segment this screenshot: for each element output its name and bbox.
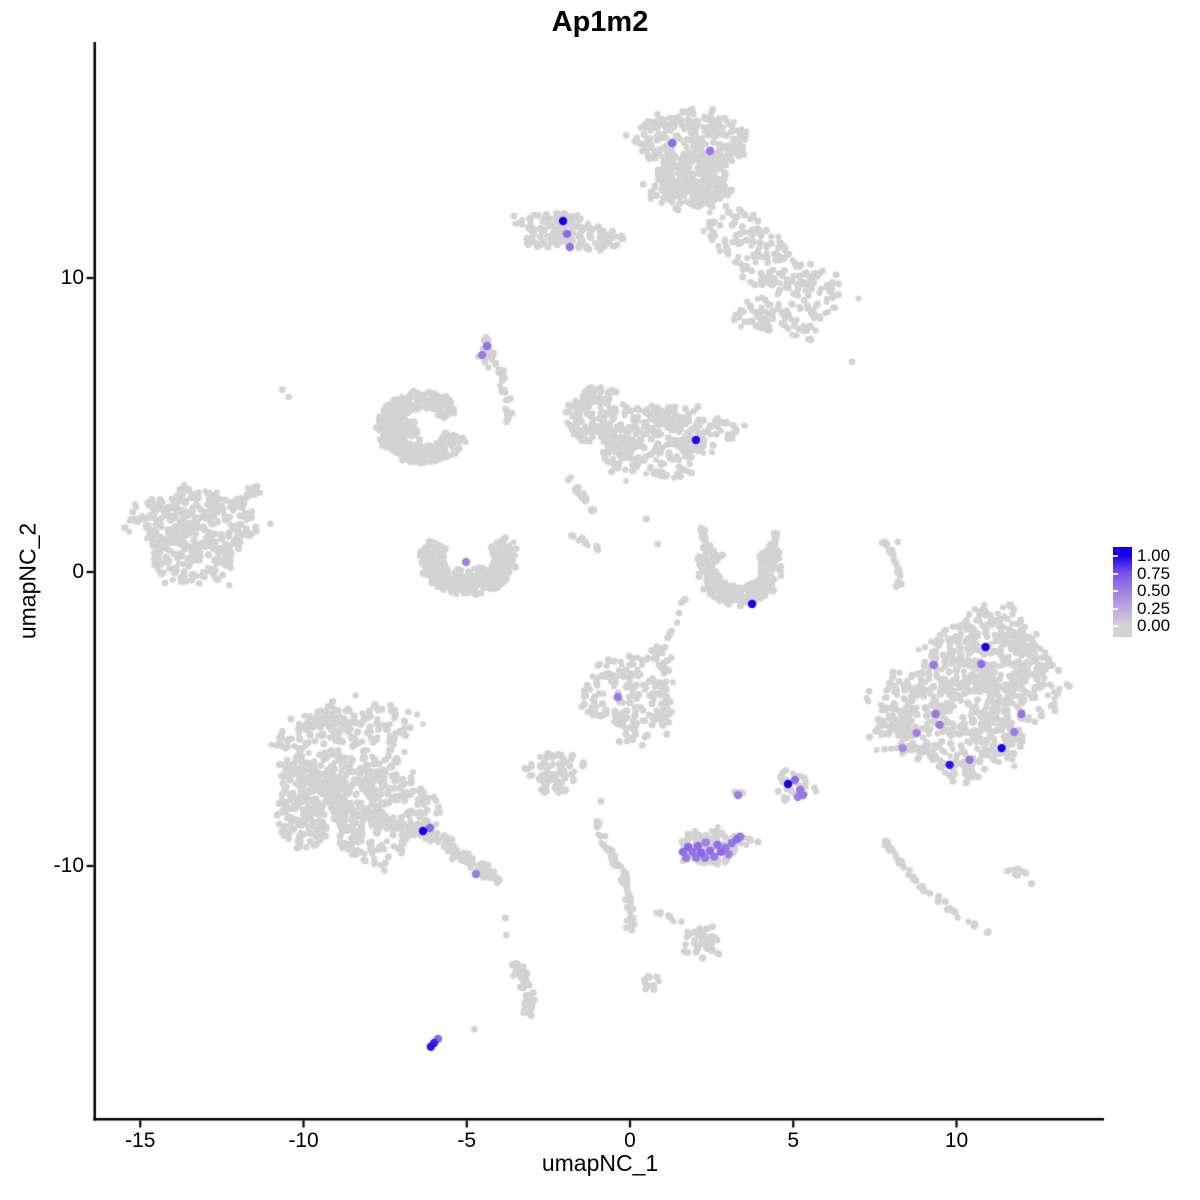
x-tick-label-5: 5 — [787, 1129, 800, 1152]
x-tick-label--5: -5 — [457, 1129, 477, 1152]
legend-label-000: 0.00 — [1137, 616, 1171, 635]
legend-tick — [1113, 625, 1118, 627]
plot-title: Ap1m2 — [551, 6, 649, 38]
x-tick-label--10: -10 — [288, 1129, 319, 1152]
legend-tick — [1113, 607, 1118, 610]
legend-label-100: 1.00 — [1137, 546, 1171, 565]
x-tick-label-0: 0 — [624, 1129, 636, 1152]
y-tick-label--10: -10 — [53, 854, 84, 877]
legend-tick — [1113, 555, 1118, 557]
legend-label-025: 0.25 — [1137, 598, 1171, 618]
legend-tick — [1113, 590, 1118, 592]
legend-colorbar: 1.00 0.75 0.50 0.25 0.00 — [1108, 540, 1200, 650]
legend-label-075: 0.75 — [1137, 563, 1171, 583]
y-tick-label-10: 10 — [60, 266, 84, 289]
legend-label-050: 0.50 — [1137, 581, 1171, 600]
x-tick-label-10: 10 — [944, 1129, 969, 1152]
y-tick-label-0: 0 — [72, 560, 84, 583]
x-axis-label: umapNC_1 — [541, 1150, 659, 1176]
x-tick-label--15: -15 — [125, 1129, 156, 1152]
legend-tick — [1113, 572, 1118, 575]
legend-gradient-bar — [1113, 547, 1132, 637]
